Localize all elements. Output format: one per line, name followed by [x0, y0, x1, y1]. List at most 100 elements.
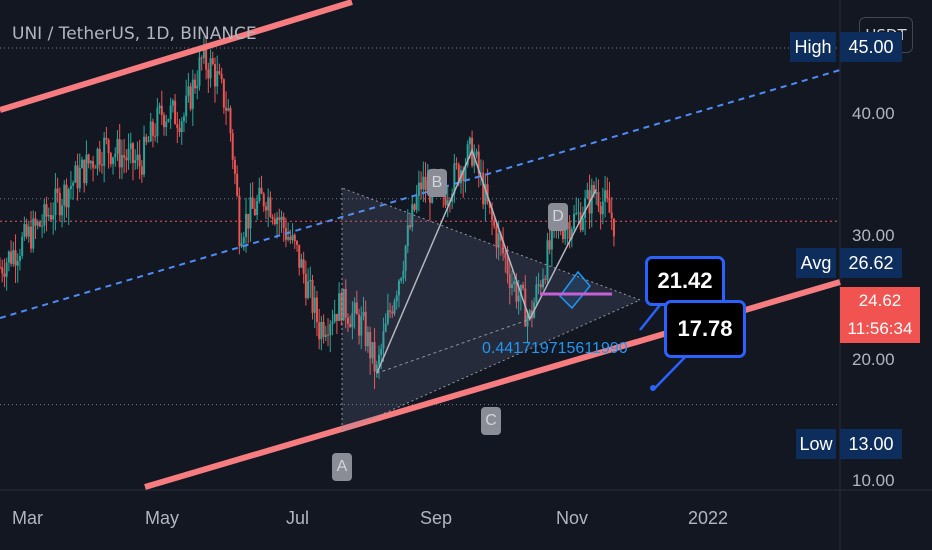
candle-body [178, 128, 181, 133]
candle-body [271, 216, 274, 219]
date-tick-jul: Jul [286, 508, 310, 528]
candle-body [253, 208, 256, 215]
candle [307, 268, 310, 300]
fib-ratio-label: 0.441719715611990 [482, 340, 628, 357]
candle-body [313, 297, 316, 313]
pattern-point-b[interactable]: B [427, 169, 447, 197]
candle [291, 223, 294, 244]
candle [112, 156, 115, 175]
candle-body [389, 310, 392, 312]
callout-upper[interactable]: 21.42 [645, 256, 725, 306]
candle-body [7, 251, 10, 263]
candle-body [30, 226, 33, 249]
candle-body [278, 217, 281, 220]
candle [510, 270, 513, 296]
candle [87, 153, 90, 169]
candle-body [145, 136, 148, 142]
candle [269, 191, 272, 219]
candle [129, 132, 132, 164]
candle-body [409, 225, 412, 228]
candle-body [103, 137, 106, 166]
candle-body [502, 240, 505, 254]
candle [606, 177, 609, 203]
candle-body [236, 173, 239, 196]
candle [397, 278, 400, 308]
callout-lower[interactable]: 17.78 [664, 300, 746, 358]
pattern-point-c[interactable]: C [481, 407, 501, 435]
candle-body [205, 46, 208, 70]
candle-body [87, 154, 90, 164]
candle-body [568, 222, 571, 239]
candle-body [27, 226, 30, 237]
candle [5, 257, 8, 291]
low-label: Low [796, 429, 836, 459]
candle [282, 212, 285, 242]
candle [393, 298, 396, 317]
pattern-point-a[interactable]: A [332, 453, 352, 481]
candle-body [222, 79, 225, 108]
candle-body [307, 281, 310, 299]
candle-body [45, 204, 48, 217]
candle-body [351, 313, 354, 328]
candle [30, 211, 33, 253]
candle-body [0, 266, 1, 268]
candle [69, 171, 72, 200]
candle [236, 165, 239, 198]
candle [610, 197, 613, 231]
candle [140, 160, 143, 183]
candle [74, 160, 77, 184]
candle-body [298, 244, 301, 268]
candle [240, 232, 243, 249]
candle-body [147, 141, 150, 143]
candle-body [171, 100, 174, 106]
candle-body [535, 284, 538, 303]
candle [295, 240, 298, 252]
candle [318, 308, 321, 350]
candle-body [304, 273, 307, 299]
candle-body [194, 79, 197, 89]
candle-body [131, 143, 134, 163]
candle [36, 219, 39, 230]
candle [83, 159, 86, 193]
candle [304, 260, 307, 306]
candle-body [49, 215, 52, 220]
candle [535, 276, 538, 307]
candle-body [247, 213, 250, 229]
candle [322, 314, 325, 344]
candle [346, 313, 349, 333]
candle-body [56, 188, 59, 193]
candle-body [273, 218, 276, 225]
candle-body [156, 108, 159, 137]
candle [120, 139, 123, 180]
candle [189, 82, 192, 112]
candle [508, 261, 511, 305]
candle [253, 198, 256, 217]
candle-body [229, 108, 232, 134]
candle [72, 180, 75, 200]
candle [160, 90, 163, 125]
candle-body [513, 281, 516, 285]
candle-body [573, 213, 576, 230]
candle-body [293, 234, 296, 242]
candle [213, 57, 216, 103]
candle-body [114, 153, 117, 158]
candle [349, 315, 352, 328]
candle [116, 130, 119, 162]
candle-body [606, 190, 609, 199]
candle-body [300, 259, 303, 268]
candle [324, 325, 327, 342]
pattern-point-d[interactable]: D [548, 203, 568, 231]
candle-body [484, 184, 487, 205]
candle-body [231, 133, 234, 160]
candle [256, 194, 259, 221]
candle [539, 280, 542, 294]
candle-body [143, 136, 146, 175]
candle [590, 178, 593, 228]
candle-body [371, 342, 374, 359]
candle-body [420, 182, 423, 190]
candle-body [74, 165, 77, 183]
candle [544, 275, 547, 285]
candle [167, 118, 170, 123]
candle-body [240, 243, 243, 247]
